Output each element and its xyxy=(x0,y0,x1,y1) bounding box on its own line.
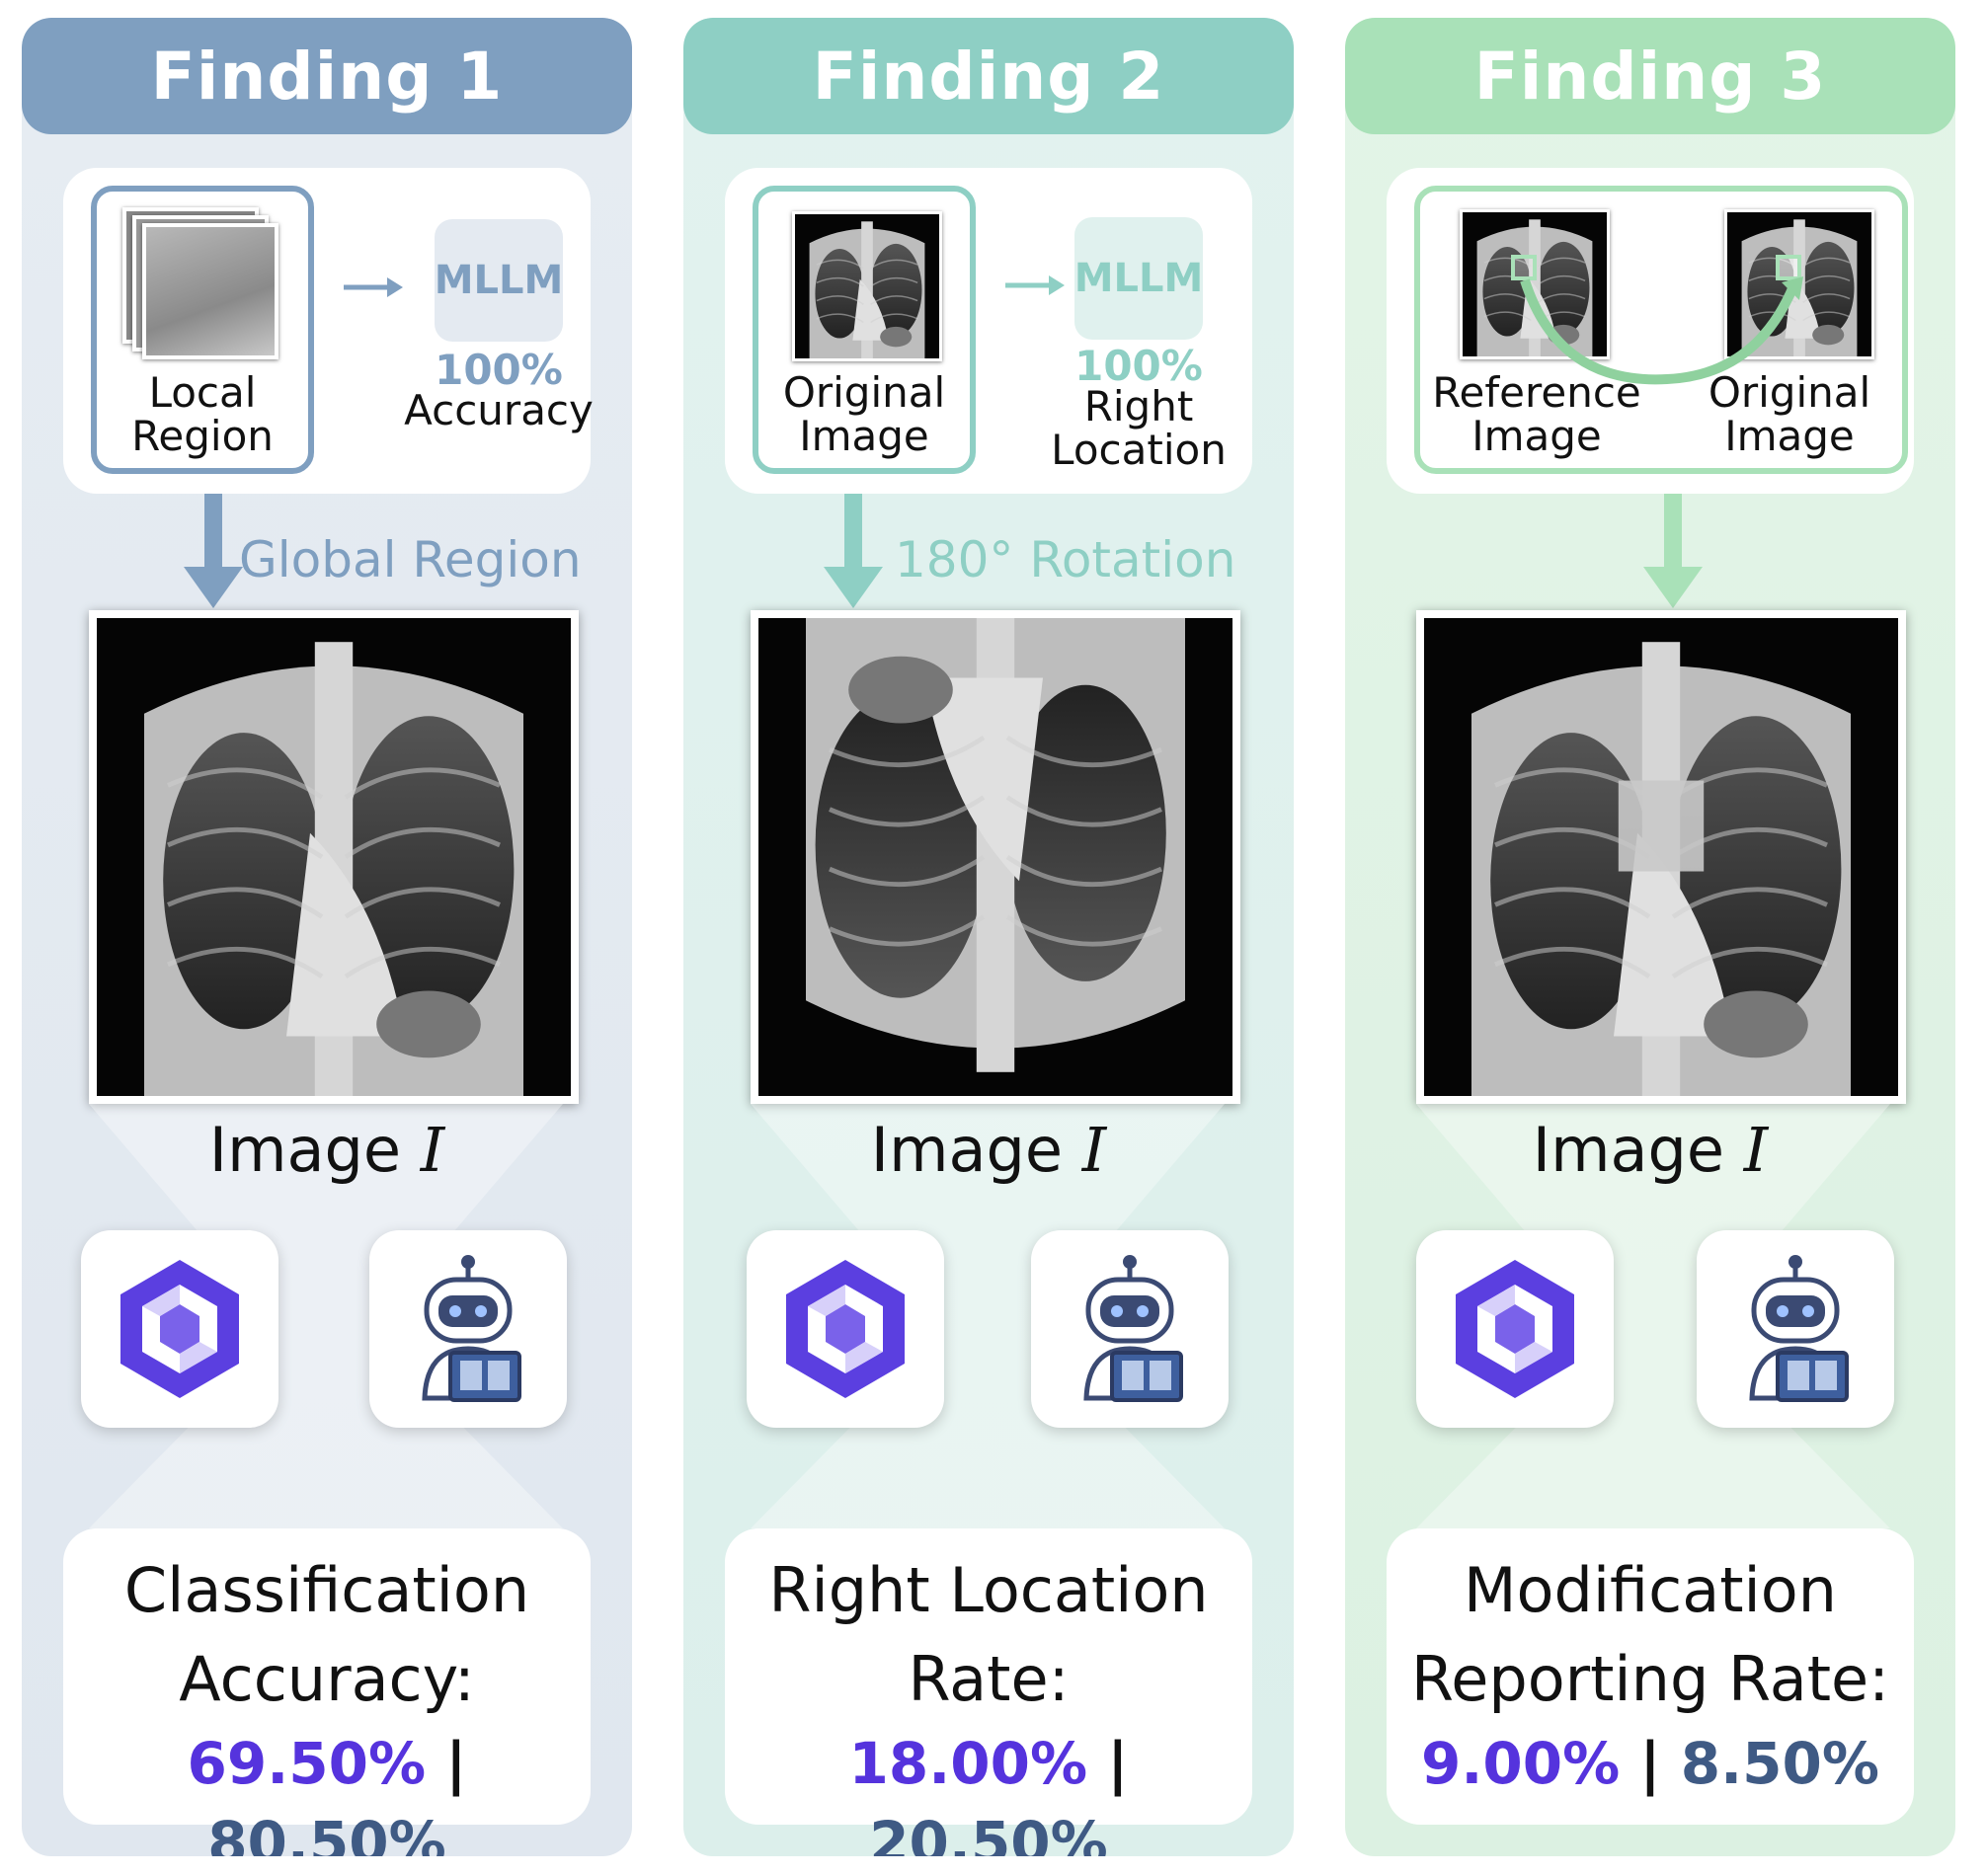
medical-model-card xyxy=(1031,1230,1229,1428)
finding-1-top-card: Local Region MLLM 100% Accuracy xyxy=(63,168,594,494)
medical-model-card xyxy=(1697,1230,1894,1428)
right-arrow-icon xyxy=(344,277,403,297)
scores: 69.50% | 80.50% xyxy=(63,1724,591,1856)
rotated-chest-xray-image xyxy=(751,610,1240,1104)
score-qwen: 9.00% xyxy=(1420,1730,1621,1797)
metric-name: Classification Accuracy: xyxy=(123,1554,530,1715)
modified-chest-xray-image xyxy=(1416,610,1906,1104)
down-arrow-icon xyxy=(184,494,243,608)
reference-image-caption: Reference Image xyxy=(1432,368,1641,460)
finding-2-title: Finding 2 xyxy=(812,38,1165,115)
robot-doctor-icon xyxy=(1051,1250,1209,1408)
finding-1-header: Finding 1 xyxy=(22,18,632,134)
score-medical: 80.50% xyxy=(207,1809,446,1856)
metric-name: Right Location Rate: xyxy=(768,1554,1209,1715)
finding-3-result-card: Modification Reporting Rate: 9.00% | 8.5… xyxy=(1387,1528,1914,1825)
right-location-percent: 100% xyxy=(1074,342,1203,390)
scores: 9.00% | 8.50% xyxy=(1420,1730,1880,1797)
medical-model-card xyxy=(369,1230,567,1428)
finding-1-panel: Finding 1 Local Region MLLM 100% Accurac… xyxy=(22,18,632,1856)
image-i-label: Image I xyxy=(1532,1114,1769,1186)
image-pair-box: Reference Image Original Image xyxy=(1414,186,1908,474)
finding-3-title: Finding 3 xyxy=(1473,38,1827,115)
down-arrow-icon xyxy=(1643,494,1703,608)
chest-xray-image xyxy=(89,610,579,1104)
down-arrow-icon xyxy=(824,494,883,608)
finding-3-top-card: Reference Image Original Image xyxy=(1387,168,1914,494)
qwen-logo-icon xyxy=(766,1250,924,1408)
finding-1-title: Finding 1 xyxy=(150,38,504,115)
robot-doctor-icon xyxy=(1716,1250,1874,1408)
qwen-model-card xyxy=(747,1230,944,1428)
scores: 18.00% | 20.50% xyxy=(725,1724,1252,1856)
finding-3-header: Finding 3 xyxy=(1345,18,1955,134)
pasted-patch xyxy=(1776,255,1801,280)
image-i-label: Image I xyxy=(870,1114,1107,1186)
finding-2-header: Finding 2 xyxy=(683,18,1294,134)
local-region-box: Local Region xyxy=(91,186,314,474)
original-image-caption: Original Image xyxy=(782,368,946,460)
curved-arrow-icon xyxy=(1520,276,1803,385)
qwen-model-card xyxy=(1416,1230,1614,1428)
score-qwen: 18.00% xyxy=(848,1730,1088,1797)
mllm-chip: MLLM xyxy=(1074,217,1203,340)
qwen-logo-icon xyxy=(101,1250,259,1408)
score-qwen: 69.50% xyxy=(187,1730,427,1797)
crop-thumb-front xyxy=(142,223,278,359)
score-medical: 8.50% xyxy=(1680,1730,1880,1797)
original-thumb xyxy=(792,211,942,361)
image-i-label: Image I xyxy=(208,1114,445,1186)
right-arrow-icon xyxy=(1005,275,1065,295)
global-region-label: Global Region xyxy=(239,531,582,588)
finding-1-result-card: Classification Accuracy: 69.50% | 80.50% xyxy=(63,1528,591,1856)
reference-thumb xyxy=(1460,209,1610,359)
accuracy-note: Accuracy xyxy=(404,386,594,434)
local-region-caption: Local Region xyxy=(131,368,274,460)
mllm-chip: MLLM xyxy=(435,219,563,342)
robot-doctor-icon xyxy=(389,1250,547,1408)
finding-2-panel: Finding 2 Original Image MLLM 100% Right… xyxy=(683,18,1294,1856)
finding-2-result-card: Right Location Rate: 18.00% | 20.50% xyxy=(725,1528,1252,1856)
original-image-caption: Original Image xyxy=(1708,368,1871,460)
score-medical: 20.50% xyxy=(869,1809,1108,1856)
rotation-label: 180° Rotation xyxy=(895,531,1236,588)
qwen-logo-icon xyxy=(1436,1250,1594,1408)
finding-2-top-card: Original Image MLLM 100% Right Location xyxy=(725,168,1252,494)
finding-3-panel: Finding 3 Reference Image Original Image xyxy=(1345,18,1955,1856)
original-image-box: Original Image xyxy=(753,186,976,474)
metric-name: Modification Reporting Rate: xyxy=(1410,1554,1890,1715)
reference-patch xyxy=(1511,255,1537,280)
right-location-note: Right Location xyxy=(1051,382,1227,474)
accuracy-percent: 100% xyxy=(435,346,563,394)
qwen-model-card xyxy=(81,1230,278,1428)
